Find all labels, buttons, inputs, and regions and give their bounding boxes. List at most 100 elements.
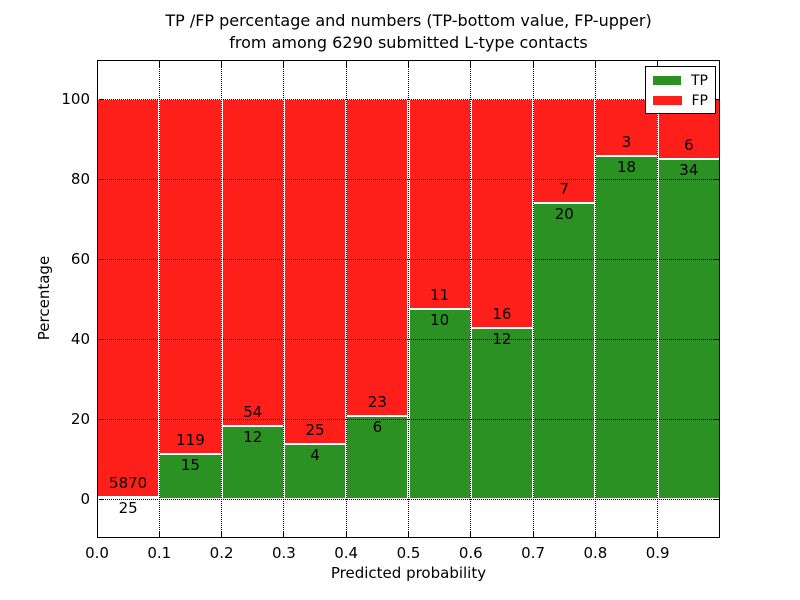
legend-swatch-fp-icon xyxy=(653,96,682,105)
y-tick-mark xyxy=(713,178,719,180)
y-tick-mark xyxy=(713,338,719,340)
x-tick-mark xyxy=(657,61,659,67)
x-tick-mark xyxy=(345,531,347,537)
y-tick-mark xyxy=(713,98,719,100)
x-tick-label: 0.4 xyxy=(334,544,359,562)
x-tick-mark xyxy=(470,61,472,67)
x-tick-label: 0.0 xyxy=(85,544,109,562)
x-tick-mark xyxy=(158,61,160,67)
bar-label-tp: 15 xyxy=(180,456,200,475)
y-tick-label: 0 xyxy=(80,490,90,508)
bar-label-tp: 12 xyxy=(243,428,263,447)
bar-segment-tp xyxy=(346,416,409,499)
x-tick-mark xyxy=(158,531,160,537)
bar-label-tp: 25 xyxy=(118,499,138,518)
grid-v-line xyxy=(594,60,596,538)
grid-h-line xyxy=(97,258,720,260)
x-tick-label: 0.6 xyxy=(458,544,483,562)
bar-label-tp: 20 xyxy=(554,204,574,223)
x-tick-mark xyxy=(594,61,596,67)
y-tick-mark xyxy=(98,258,104,260)
bar-segment-fp xyxy=(346,99,409,417)
bar-label-fp: 6 xyxy=(684,136,694,154)
bar-segment-tp xyxy=(533,202,596,499)
bar-label-tp: 18 xyxy=(617,158,637,177)
bar-segment-fp xyxy=(159,99,222,455)
bar-segment-tp xyxy=(657,159,720,499)
legend: TP FP xyxy=(645,66,716,114)
x-tick-label: 0.1 xyxy=(147,544,172,562)
x-tick-mark xyxy=(345,61,347,67)
x-tick-mark xyxy=(96,531,98,537)
grid-v-line xyxy=(408,60,409,538)
bar-label-fp: 25 xyxy=(305,420,325,439)
bar-label-fp: 11 xyxy=(430,285,450,304)
bar-segment-tp xyxy=(470,327,534,499)
y-tick-mark xyxy=(713,498,719,500)
y-tick-label: 100 xyxy=(61,90,90,108)
legend-entry: TP xyxy=(653,72,708,89)
bar-label-tp: 34 xyxy=(679,161,699,179)
chart-title-line1: TP /FP percentage and numbers (TP-bottom… xyxy=(165,11,652,30)
chart-title: TP /FP percentage and numbers (TP-bottom… xyxy=(97,10,720,54)
plot-border xyxy=(97,60,720,538)
bar-segment-fp xyxy=(533,99,596,203)
y-tick-label: 40 xyxy=(70,330,90,348)
grid-h-line xyxy=(97,338,720,340)
x-tick-mark xyxy=(532,531,534,537)
grid-v-line xyxy=(283,60,285,538)
x-tick-label: 0.2 xyxy=(209,544,234,562)
x-tick-mark xyxy=(470,531,472,537)
x-tick-mark xyxy=(283,61,285,67)
y-tick-label: 80 xyxy=(70,170,90,188)
grid-v-line xyxy=(345,60,347,538)
bar-label-fp: 119 xyxy=(176,431,205,450)
bar-label-tp: 10 xyxy=(430,310,450,329)
y-tick-label: 60 xyxy=(70,250,90,268)
chart-title-line2: from among 6290 submitted L-type contact… xyxy=(229,33,588,52)
y-tick-mark xyxy=(713,418,719,420)
grid-v-line xyxy=(221,60,223,538)
legend-label: TP xyxy=(691,72,708,89)
x-tick-mark xyxy=(594,531,596,537)
bar-segment-tp xyxy=(159,454,222,499)
bar-label-fp: 5870 xyxy=(109,474,148,493)
x-tick-label: 0.9 xyxy=(645,544,670,562)
bar-segment-tp xyxy=(221,426,284,499)
x-tick-mark xyxy=(532,61,534,67)
x-tick-mark xyxy=(408,531,409,537)
x-tick-label: 0.5 xyxy=(396,544,421,562)
grid-h-line xyxy=(97,178,720,180)
bar-segment-tp xyxy=(283,443,347,499)
x-tick-label: 0.8 xyxy=(583,544,608,562)
y-tick-mark xyxy=(98,338,104,340)
grid-v-line xyxy=(532,60,534,538)
grid-v-line xyxy=(657,60,659,538)
y-tick-mark xyxy=(713,258,719,260)
legend-entry: FP xyxy=(653,92,708,109)
grid-h-line xyxy=(97,98,720,100)
bar-label-tp: 6 xyxy=(372,418,383,437)
x-axis-label: Predicted probability xyxy=(330,564,487,582)
x-tick-mark xyxy=(408,61,409,67)
bar-label-fp: 3 xyxy=(621,133,632,152)
legend-label: FP xyxy=(691,92,709,109)
bar-segment-fp xyxy=(97,99,160,498)
x-tick-mark xyxy=(283,531,285,537)
x-tick-mark xyxy=(221,531,223,537)
x-tick-label: 0.7 xyxy=(521,544,546,562)
x-tick-mark xyxy=(657,531,659,537)
y-tick-mark xyxy=(98,98,104,100)
bar-label-fp: 54 xyxy=(243,403,263,422)
bar-label-tp: 12 xyxy=(492,329,512,348)
bar-segment-fp xyxy=(470,99,534,328)
bar-segment-tp xyxy=(408,308,471,499)
bar-segment-fp xyxy=(408,99,471,309)
legend-swatch-tp-icon xyxy=(653,76,681,85)
bar-label-fp: 23 xyxy=(367,393,387,412)
bar-label-fp: 16 xyxy=(492,304,512,323)
y-tick-label: 20 xyxy=(70,410,90,428)
y-tick-mark xyxy=(98,418,104,420)
grid-v-line xyxy=(158,60,160,538)
